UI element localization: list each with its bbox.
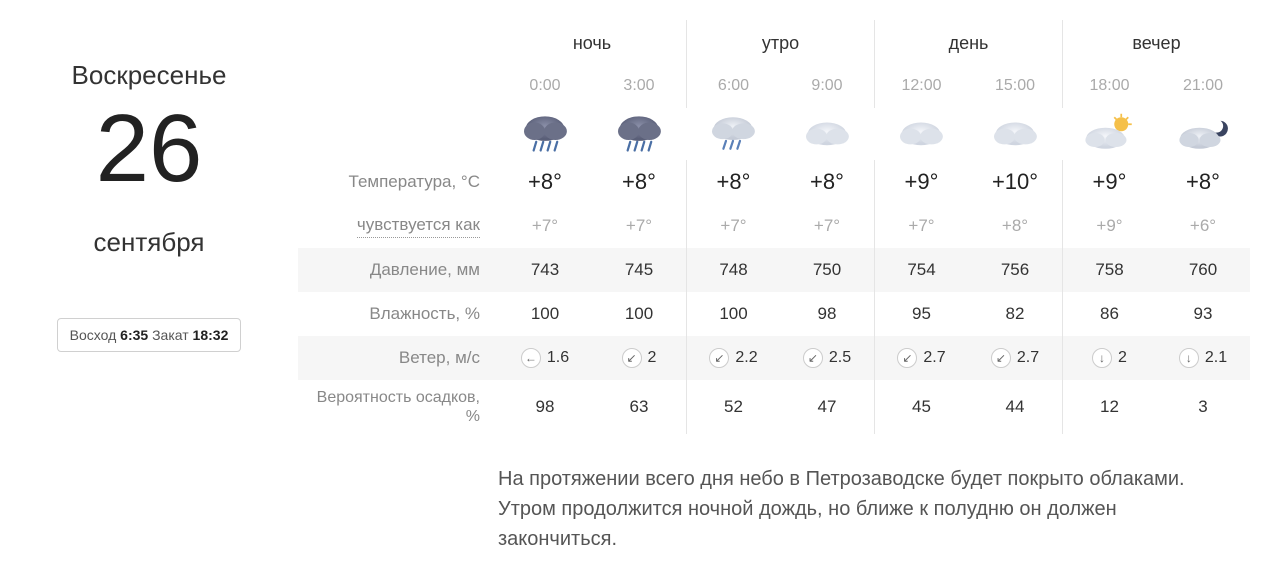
day-number: 26: [96, 101, 203, 197]
pressure-value: 758: [1062, 248, 1156, 292]
humidity-value: 100: [592, 292, 686, 336]
wind-value: ↙2.5: [780, 336, 874, 380]
sunrise-time: 6:35: [120, 327, 148, 343]
month-label: сентября: [94, 227, 205, 258]
pressure-value: 745: [592, 248, 686, 292]
precip-value: 98: [498, 380, 592, 434]
time-15: 15:00: [968, 64, 1062, 108]
wind-dir-icon: ↙: [991, 348, 1011, 368]
pressure-value: 743: [498, 248, 592, 292]
period-morning: утро: [686, 20, 874, 64]
period-day: день: [874, 20, 1062, 64]
pressure-value: 750: [780, 248, 874, 292]
wind-dir-icon: ↙: [803, 348, 823, 368]
weekday-label: Воскресенье: [72, 60, 227, 91]
weather-icon: [874, 108, 968, 160]
humidity-value: 98: [780, 292, 874, 336]
time-18: 18:00: [1062, 64, 1156, 108]
spacer: [298, 108, 498, 160]
wind-dir-icon: ↓: [1092, 348, 1112, 368]
row-label-feels: чувствуется как: [298, 204, 498, 248]
time-6: 6:00: [686, 64, 780, 108]
humidity-value: 95: [874, 292, 968, 336]
sun-times-box: Восход 6:35 Закат 18:32: [57, 318, 242, 352]
precip-value: 12: [1062, 380, 1156, 434]
pressure-value: 748: [686, 248, 780, 292]
weather-icon: [592, 108, 686, 160]
temp-value: +8°: [686, 160, 780, 204]
wind-value: ←1.6: [498, 336, 592, 380]
sunset-label: Закат: [152, 327, 189, 343]
precip-value: 52: [686, 380, 780, 434]
wind-value: ↙2.2: [686, 336, 780, 380]
temp-value: +8°: [498, 160, 592, 204]
forecast-grid: ночь утро день вечер 0:00 3:00 6:00 9:00…: [298, 20, 1250, 434]
sunrise-label: Восход: [70, 327, 117, 343]
weather-day-panel: Воскресенье 26 сентября Восход 6:35 Зака…: [30, 20, 1250, 554]
wind-value: ↓2: [1062, 336, 1156, 380]
spacer: [298, 64, 498, 108]
precip-value: 47: [780, 380, 874, 434]
temp-value: +8°: [780, 160, 874, 204]
time-3: 3:00: [592, 64, 686, 108]
wind-value: ↙2.7: [874, 336, 968, 380]
weather-icon: [968, 108, 1062, 160]
time-21: 21:00: [1156, 64, 1250, 108]
wind-dir-icon: ↙: [709, 348, 729, 368]
period-night: ночь: [498, 20, 686, 64]
weather-icon: [686, 108, 780, 160]
humidity-value: 82: [968, 292, 1062, 336]
forecast-table: ночь утро день вечер 0:00 3:00 6:00 9:00…: [298, 20, 1250, 554]
date-sidebar: Воскресенье 26 сентября Восход 6:35 Зака…: [30, 20, 268, 554]
row-label-wind: Ветер, м/с: [298, 336, 498, 380]
wind-value: ↙2: [592, 336, 686, 380]
row-label-temp: Температура, °C: [298, 160, 498, 204]
time-12: 12:00: [874, 64, 968, 108]
time-9: 9:00: [780, 64, 874, 108]
humidity-value: 100: [686, 292, 780, 336]
precip-value: 63: [592, 380, 686, 434]
wind-dir-icon: ←: [521, 348, 541, 368]
temp-value: +10°: [968, 160, 1062, 204]
time-0: 0:00: [498, 64, 592, 108]
feels-value: +7°: [874, 204, 968, 248]
wind-dir-icon: ↙: [897, 348, 917, 368]
row-label-precip: Вероятность осадков, %: [298, 380, 498, 434]
spacer: [298, 20, 498, 64]
wind-value: ↙2.7: [968, 336, 1062, 380]
period-evening: вечер: [1062, 20, 1250, 64]
weather-icon: [780, 108, 874, 160]
feels-value: +7°: [498, 204, 592, 248]
precip-value: 44: [968, 380, 1062, 434]
wind-value: ↓2.1: [1156, 336, 1250, 380]
row-label-humidity: Влажность, %: [298, 292, 498, 336]
wind-dir-icon: ↙: [622, 348, 642, 368]
row-label-pressure: Давление, мм: [298, 248, 498, 292]
precip-value: 3: [1156, 380, 1250, 434]
weather-icon: [1156, 108, 1250, 160]
pressure-value: 754: [874, 248, 968, 292]
feels-value: +7°: [592, 204, 686, 248]
weather-icon: [1062, 108, 1156, 160]
feels-value: +8°: [968, 204, 1062, 248]
forecast-summary-text: На протяжении всего дня небо в Петрозаво…: [498, 464, 1218, 554]
feels-value: +7°: [780, 204, 874, 248]
sunset-time: 18:32: [193, 327, 229, 343]
precip-value: 45: [874, 380, 968, 434]
feels-value: +6°: [1156, 204, 1250, 248]
humidity-value: 100: [498, 292, 592, 336]
humidity-value: 93: [1156, 292, 1250, 336]
temp-value: +9°: [1062, 160, 1156, 204]
feels-value: +9°: [1062, 204, 1156, 248]
temp-value: +9°: [874, 160, 968, 204]
feels-value: +7°: [686, 204, 780, 248]
temp-value: +8°: [592, 160, 686, 204]
pressure-value: 756: [968, 248, 1062, 292]
wind-dir-icon: ↓: [1179, 348, 1199, 368]
weather-icon: [498, 108, 592, 160]
temp-value: +8°: [1156, 160, 1250, 204]
pressure-value: 760: [1156, 248, 1250, 292]
humidity-value: 86: [1062, 292, 1156, 336]
